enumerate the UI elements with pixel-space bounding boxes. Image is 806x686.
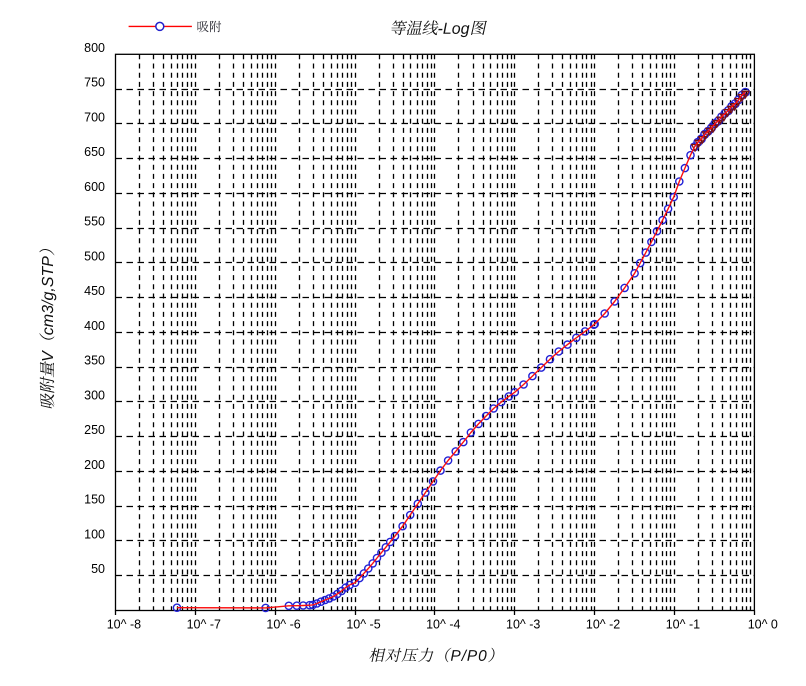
svg-text:10^ -6: 10^ -6 (266, 618, 300, 632)
svg-text:10^ -8: 10^ -8 (107, 618, 141, 632)
svg-text:10^ -3: 10^ -3 (506, 618, 540, 632)
svg-text:10^ -1: 10^ -1 (666, 618, 700, 632)
svg-text:150: 150 (84, 493, 105, 507)
svg-text:300: 300 (84, 388, 105, 402)
svg-text:800: 800 (84, 41, 105, 55)
svg-text:10^ -5: 10^ -5 (346, 618, 380, 632)
svg-text:10^ 0: 10^ 0 (748, 618, 778, 632)
svg-text:500: 500 (84, 249, 105, 263)
svg-text:450: 450 (84, 284, 105, 298)
svg-text:750: 750 (84, 76, 105, 90)
svg-text:400: 400 (84, 319, 105, 333)
svg-text:350: 350 (84, 354, 105, 368)
svg-text:700: 700 (84, 110, 105, 124)
svg-text:10^ -4: 10^ -4 (426, 618, 460, 632)
svg-text:650: 650 (84, 145, 105, 159)
svg-text:250: 250 (84, 423, 105, 437)
svg-text:200: 200 (84, 458, 105, 472)
svg-text:50: 50 (91, 562, 105, 576)
svg-text:600: 600 (84, 180, 105, 194)
svg-text:100: 100 (84, 528, 105, 542)
svg-text:550: 550 (84, 215, 105, 229)
svg-text:10^ -2: 10^ -2 (586, 618, 620, 632)
svg-text:10^ -7: 10^ -7 (187, 618, 221, 632)
